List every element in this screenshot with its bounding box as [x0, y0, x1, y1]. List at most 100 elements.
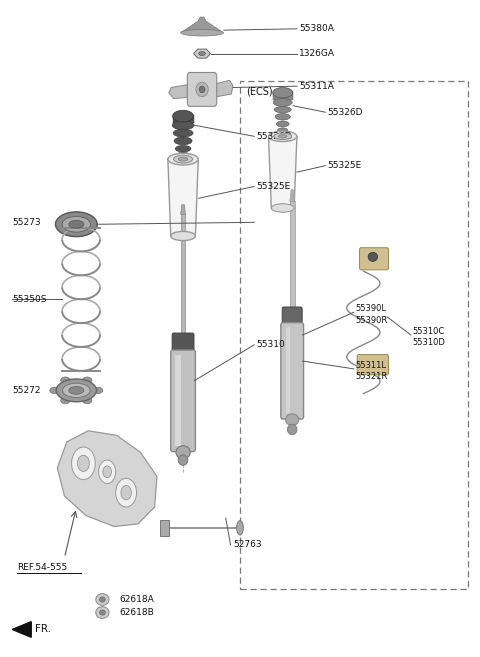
- FancyBboxPatch shape: [357, 355, 388, 374]
- Ellipse shape: [286, 414, 299, 426]
- Ellipse shape: [199, 52, 205, 56]
- Ellipse shape: [177, 152, 190, 158]
- Ellipse shape: [278, 135, 287, 138]
- Ellipse shape: [174, 137, 192, 145]
- Ellipse shape: [175, 145, 191, 152]
- Ellipse shape: [62, 383, 90, 397]
- Text: 55325E: 55325E: [328, 161, 362, 170]
- Bar: [286, 327, 290, 413]
- Ellipse shape: [62, 216, 91, 232]
- Ellipse shape: [273, 87, 293, 98]
- Ellipse shape: [173, 110, 193, 122]
- Ellipse shape: [275, 114, 290, 120]
- Polygon shape: [168, 159, 198, 236]
- Ellipse shape: [274, 106, 291, 113]
- FancyBboxPatch shape: [171, 350, 195, 451]
- Text: 55310D: 55310D: [412, 338, 445, 348]
- Text: FR.: FR.: [35, 624, 50, 635]
- Ellipse shape: [171, 231, 195, 240]
- Ellipse shape: [60, 397, 70, 404]
- Polygon shape: [160, 520, 169, 535]
- Polygon shape: [57, 431, 157, 526]
- Ellipse shape: [99, 610, 105, 615]
- Ellipse shape: [83, 377, 92, 384]
- Text: 55390L: 55390L: [355, 304, 386, 313]
- Text: (ECS): (ECS): [246, 86, 272, 96]
- Ellipse shape: [56, 379, 96, 402]
- Ellipse shape: [179, 157, 188, 161]
- Ellipse shape: [368, 252, 378, 261]
- Circle shape: [116, 478, 137, 507]
- Bar: [173, 115, 193, 123]
- Text: 55311L: 55311L: [355, 361, 386, 370]
- Circle shape: [72, 447, 96, 480]
- Text: 62618B: 62618B: [119, 608, 154, 617]
- Polygon shape: [180, 17, 223, 33]
- Text: 55380A: 55380A: [300, 24, 334, 34]
- Ellipse shape: [180, 30, 223, 36]
- Ellipse shape: [172, 121, 194, 130]
- FancyBboxPatch shape: [281, 323, 303, 419]
- Polygon shape: [193, 49, 211, 58]
- Ellipse shape: [199, 86, 205, 93]
- Ellipse shape: [196, 82, 208, 97]
- Ellipse shape: [176, 445, 190, 459]
- Text: 55311A: 55311A: [300, 81, 334, 91]
- Ellipse shape: [69, 220, 84, 228]
- Ellipse shape: [271, 204, 294, 212]
- Ellipse shape: [96, 606, 109, 618]
- Text: 55390R: 55390R: [355, 315, 387, 325]
- Ellipse shape: [99, 597, 105, 602]
- Circle shape: [77, 455, 89, 472]
- Ellipse shape: [237, 521, 243, 535]
- Text: 55273: 55273: [12, 218, 41, 227]
- Bar: [179, 154, 188, 162]
- Ellipse shape: [274, 133, 292, 139]
- FancyBboxPatch shape: [282, 307, 302, 329]
- Ellipse shape: [96, 594, 109, 605]
- Ellipse shape: [179, 455, 188, 465]
- Text: 55350S: 55350S: [12, 295, 47, 304]
- Text: 62618A: 62618A: [119, 595, 154, 604]
- Bar: [273, 91, 293, 101]
- Text: REF.54-555: REF.54-555: [17, 563, 67, 572]
- Circle shape: [103, 466, 111, 478]
- Bar: [290, 202, 295, 312]
- Polygon shape: [268, 136, 297, 208]
- Ellipse shape: [60, 377, 70, 384]
- Ellipse shape: [273, 99, 292, 106]
- Text: 55321R: 55321R: [355, 373, 387, 381]
- Text: 52763: 52763: [233, 540, 262, 549]
- Text: 55310C: 55310C: [412, 327, 444, 336]
- Text: 55310: 55310: [257, 340, 285, 350]
- Ellipse shape: [83, 397, 92, 404]
- Text: 55326D: 55326D: [257, 132, 292, 141]
- Ellipse shape: [276, 121, 289, 127]
- Circle shape: [121, 486, 132, 500]
- Text: 55272: 55272: [12, 386, 41, 395]
- Polygon shape: [180, 205, 185, 214]
- Text: 55326D: 55326D: [328, 108, 363, 117]
- Bar: [180, 214, 185, 338]
- Ellipse shape: [277, 128, 288, 133]
- FancyBboxPatch shape: [360, 248, 388, 270]
- FancyBboxPatch shape: [187, 72, 217, 106]
- Polygon shape: [12, 622, 31, 637]
- Polygon shape: [290, 190, 295, 202]
- FancyBboxPatch shape: [172, 333, 194, 357]
- Ellipse shape: [94, 387, 103, 394]
- Polygon shape: [214, 80, 233, 97]
- Ellipse shape: [173, 129, 193, 137]
- Circle shape: [98, 460, 116, 484]
- Ellipse shape: [174, 155, 192, 163]
- Ellipse shape: [50, 387, 59, 394]
- Ellipse shape: [168, 153, 198, 165]
- Ellipse shape: [288, 424, 297, 435]
- Text: 1326GA: 1326GA: [300, 49, 336, 58]
- Bar: [240, 81, 468, 589]
- Bar: [176, 355, 181, 445]
- Text: 55325E: 55325E: [257, 182, 291, 191]
- Ellipse shape: [56, 212, 97, 237]
- Ellipse shape: [268, 131, 297, 141]
- Ellipse shape: [69, 386, 84, 394]
